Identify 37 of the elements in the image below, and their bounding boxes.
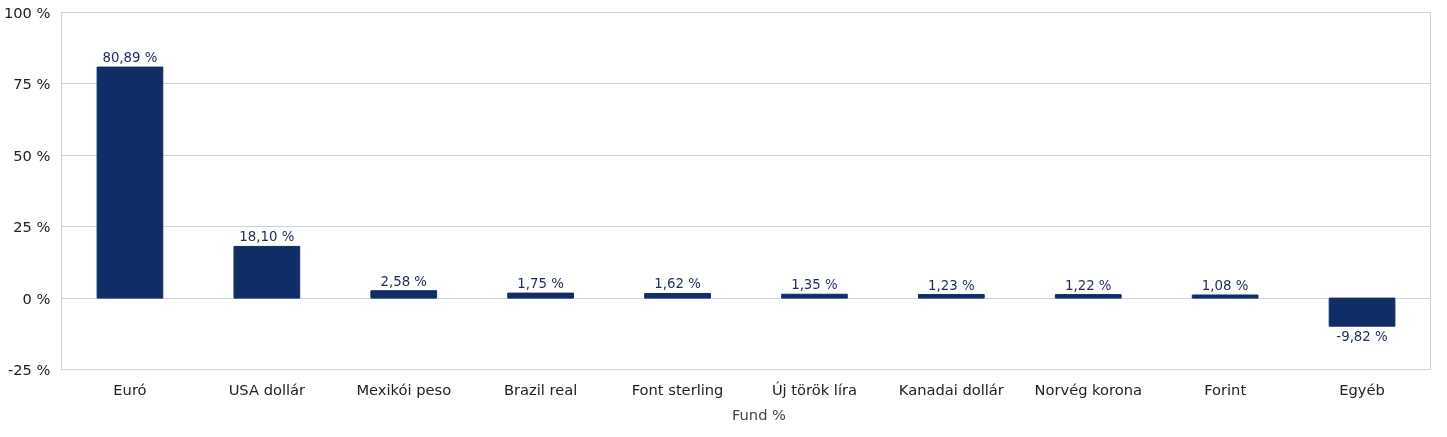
y-tick-label: 100 % [3,4,51,21]
x-tick-label: Mexikói peso [356,380,452,398]
y-tick-label: 75 % [13,75,51,93]
data-label: -9,82 % [1336,329,1388,345]
data-label: 1,62 % [654,276,701,292]
x-tick-label: Új török líra [771,380,858,398]
bar [781,293,848,299]
x-tick-label: Euró [113,380,147,398]
y-tick-label: -25 % [7,361,51,378]
text: Fund % [731,405,787,423]
bar [1191,294,1259,299]
data-label: 1,75 % [517,276,564,292]
bar [917,294,985,299]
x-tick-label: Kanadai dollár [898,380,1005,398]
data-label: 1,35 % [791,277,838,293]
bar [370,290,438,299]
bar [1054,294,1122,299]
y-tick-label: 25 % [13,218,51,236]
x-tick-label: Font sterling [631,380,724,398]
bar [1328,297,1396,327]
y-tick-label: 0 % [22,289,51,307]
y-tick-label: 50 % [13,146,51,164]
data-label: 2,58 % [380,273,428,289]
bar [233,245,301,299]
data-label: 1,22 % [1064,277,1112,293]
data-label: 1,08 % [1201,278,1249,294]
data-label: 80,89 % [102,50,158,66]
data-label: 18,10 % [239,229,295,245]
bar [96,66,164,299]
x-tick-label: USA dollár [228,380,307,398]
x-tick-label: Egyéb [1339,380,1385,398]
x-tick-label: Forint [1204,380,1247,398]
x-tick-label: Brazil real [503,380,578,398]
data-label: 1,23 % [928,277,975,293]
bar [507,292,575,299]
x-tick-label: Norvég korona [1034,380,1142,398]
bar [644,292,711,299]
